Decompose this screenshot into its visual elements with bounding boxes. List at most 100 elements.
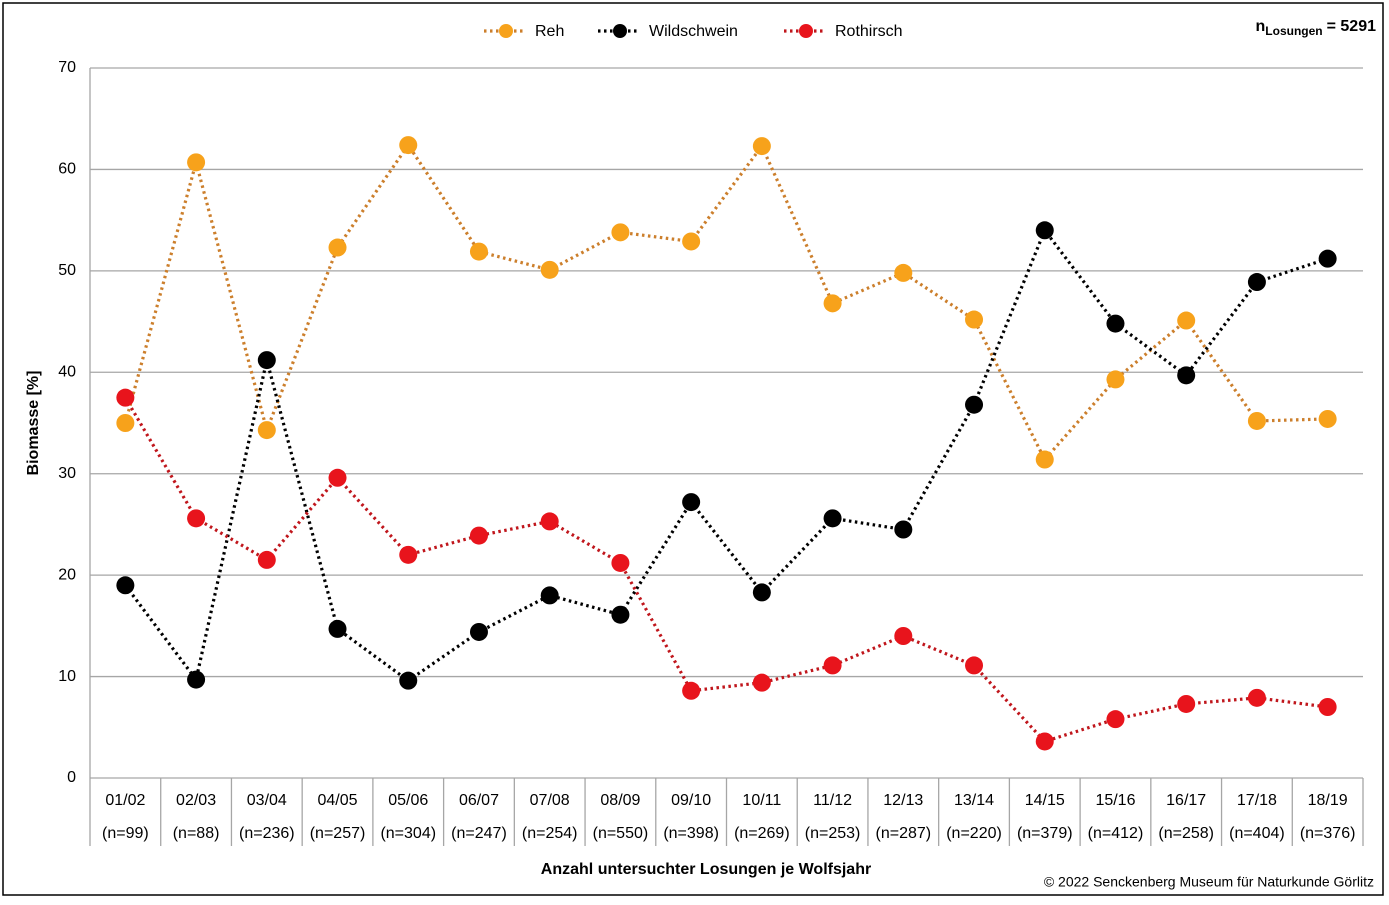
data-point [1247,411,1266,430]
y-tick-label: 30 [58,465,76,482]
sample-size-label: (n=257) [310,825,366,842]
data-point [894,263,913,282]
x-tick-label: 05/06 [388,792,428,809]
data-point [540,512,559,531]
x-tick-label: 03/04 [247,792,287,809]
sample-size-label: (n=88) [173,825,220,842]
data-point [682,493,701,512]
data-point [1177,311,1196,330]
data-point [1177,366,1196,385]
sample-size-label: (n=550) [593,825,649,842]
data-point [823,509,842,528]
sample-annotation: nLosungen = 5291 [1256,18,1377,38]
data-point [752,673,771,692]
data-point [399,136,418,155]
credit: © 2022 Senckenberg Museum für Naturkunde… [1044,874,1374,890]
data-point [540,260,559,279]
x-tick-label: 11/12 [813,792,852,809]
sample-size-label: (n=99) [102,825,149,842]
y-axis-label: Biomasse [%] [25,371,42,476]
y-tick-label: 10 [58,668,76,685]
data-point [328,619,347,638]
data-point [823,656,842,675]
data-point [965,395,984,414]
data-point [823,294,842,313]
annotation-text: = 5291 [1327,18,1376,35]
x-tick-label: 13/14 [954,792,994,809]
y-tick-label: 20 [58,566,76,583]
x-tick-label: 01/02 [105,792,145,809]
data-point [187,670,206,689]
data-point [965,310,984,329]
series-line [123,142,1328,463]
data-point [965,656,984,675]
sample-size-label: (n=220) [946,825,1002,842]
x-tick-label: 15/16 [1095,792,1135,809]
legend-label: Wildschwein [649,23,738,40]
data-point [611,605,630,624]
sample-size-label: (n=269) [734,825,790,842]
data-point [187,509,206,528]
sample-size-label: (n=412) [1088,825,1144,842]
x-tick-label: 06/07 [459,792,499,809]
data-point [257,421,276,440]
data-point [1035,221,1054,240]
sample-size-label: (n=376) [1300,825,1356,842]
sample-size-label: (n=254) [522,825,578,842]
x-tick-label: 18/19 [1308,792,1348,809]
x-tick-label: 09/10 [671,792,711,809]
x-tick-label: 17/18 [1237,792,1277,809]
x-tick-label: 12/13 [883,792,923,809]
data-point [1318,409,1337,428]
data-point [328,468,347,487]
legend-marker [613,24,627,38]
data-point [1035,732,1054,751]
x-tick-label: 04/05 [318,792,358,809]
x-tick-label: 14/15 [1025,792,1065,809]
data-point [611,553,630,572]
x-axis-label: Anzahl untersuchter Losungen je Wolfsjah… [541,861,871,878]
data-point [328,238,347,257]
y-tick-label: 60 [58,161,76,178]
data-point [399,671,418,690]
data-point [469,526,488,545]
data-point [540,586,559,605]
y-tick-label: 40 [58,364,76,381]
sample-size-label: (n=398) [663,825,719,842]
data-point [1177,694,1196,713]
data-point [116,414,135,432]
annotation-subscript: Losungen [1265,24,1322,38]
data-point [682,232,701,251]
legend-marker [499,24,513,38]
data-point [1106,710,1125,729]
series-line [124,227,1329,684]
data-point [1106,314,1125,333]
sample-size-label: (n=247) [451,825,507,842]
legend-label: Rothirsch [835,23,903,40]
data-point [752,583,771,602]
annotation-symbol: n [1256,18,1266,35]
data-point [1318,698,1337,716]
data-point [1247,688,1266,707]
x-tick-label: 07/08 [530,792,570,809]
data-point [1318,249,1337,268]
legend-label: Reh [535,23,564,40]
data-point [399,545,418,564]
sample-size-label: (n=258) [1158,825,1214,842]
y-tick-label: 70 [58,59,76,76]
x-tick-label: 16/17 [1166,792,1206,809]
legend-marker [799,24,813,38]
data-point [894,627,913,645]
data-point [187,153,206,172]
data-point [257,351,276,370]
sample-size-label: (n=287) [876,825,932,842]
y-tick-label: 50 [58,262,76,279]
sample-size-label: (n=404) [1229,825,1285,842]
x-tick-label: 02/03 [176,792,216,809]
x-tick-label: 08/09 [600,792,640,809]
data-point [611,223,630,242]
data-point [469,242,488,261]
